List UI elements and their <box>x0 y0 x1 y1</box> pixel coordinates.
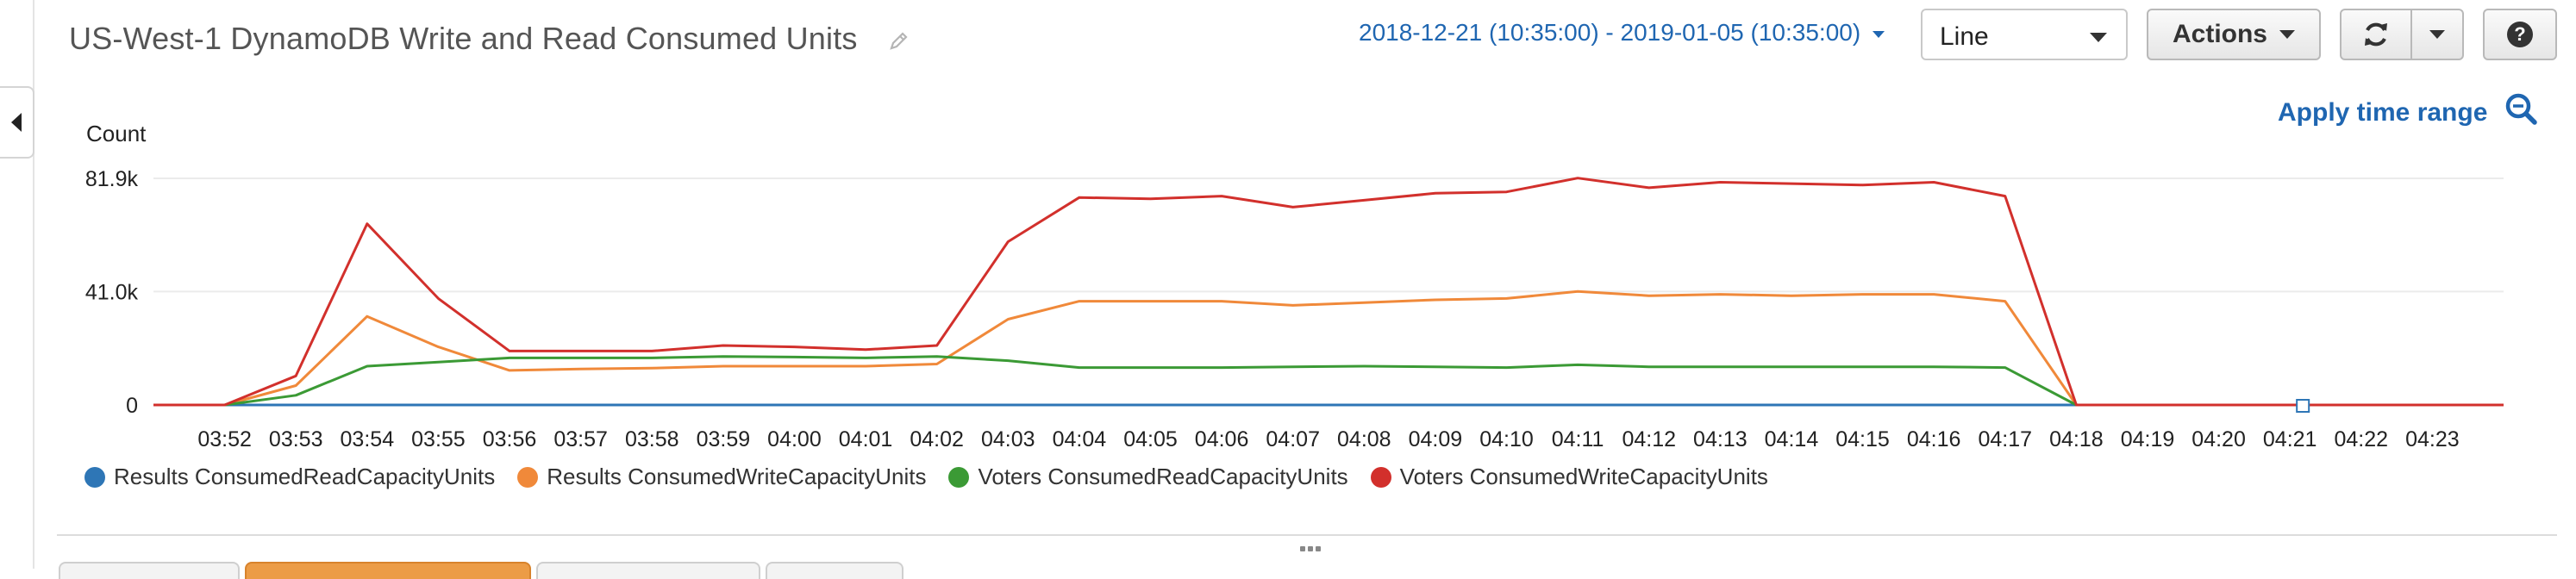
legend-item[interactable]: Voters ConsumedReadCapacityUnits <box>948 464 1348 490</box>
x-tick-label: 03:58 <box>625 427 679 448</box>
legend-label: Results ConsumedWriteCapacityUnits <box>547 464 927 489</box>
actions-button[interactable]: Actions <box>2147 9 2321 60</box>
actions-label: Actions <box>2172 20 2267 48</box>
x-tick-label: 04:19 <box>2121 427 2175 448</box>
legend-item[interactable]: Voters ConsumedWriteCapacityUnits <box>1370 464 1768 490</box>
x-tick-label: 04:01 <box>839 427 893 448</box>
x-tick-label: 04:09 <box>1409 427 1463 448</box>
chart-legend: Results ConsumedReadCapacityUnits Results… <box>84 464 1768 490</box>
x-tick-label: 04:21 <box>2263 427 2317 448</box>
x-tick-label: 04:17 <box>1978 427 2032 448</box>
x-tick-label: 03:54 <box>341 427 395 448</box>
x-tick-label: 03:53 <box>269 427 323 448</box>
line-chart[interactable]: 81.9k 41.0k 0 03:52 03:53 03:54 03:55 03:56 03:5… <box>0 0 2576 448</box>
x-tick-label: 03:56 <box>483 427 537 448</box>
x-tick-label: 04:18 <box>2049 427 2104 448</box>
chevron-down-icon <box>1873 31 1885 38</box>
x-tick-label: 04:11 <box>1552 427 1604 448</box>
x-tick-label: 03:55 <box>411 427 466 448</box>
x-tick-label: 04:16 <box>1907 427 1961 448</box>
refresh-button[interactable] <box>2340 9 2412 60</box>
chevron-down-icon <box>2429 30 2445 39</box>
x-tick-label: 03:52 <box>197 427 252 448</box>
y-tick-label: 41.0k <box>85 280 139 304</box>
x-tick-label: 04:23 <box>2405 427 2460 448</box>
chevron-down-icon <box>2279 30 2295 39</box>
legend-label: Voters ConsumedWriteCapacityUnits <box>1399 464 1768 489</box>
legend-label: Results ConsumedReadCapacityUnits <box>114 464 496 489</box>
x-tick-label: 03:59 <box>697 427 751 448</box>
panel-divider <box>57 534 2557 536</box>
x-tick-label: 04:10 <box>1479 427 1534 448</box>
x-tick-label: 04:05 <box>1123 427 1178 448</box>
x-tick-label: 04:06 <box>1195 427 1249 448</box>
legend-swatch <box>948 466 970 488</box>
tab-stub-2[interactable] <box>245 562 531 579</box>
tab-stub-3[interactable] <box>536 562 760 579</box>
pencil-icon[interactable] <box>886 29 910 53</box>
legend-item[interactable]: Results ConsumedReadCapacityUnits <box>84 464 495 490</box>
x-tick-label: 04:04 <box>1053 427 1107 448</box>
x-tick-label: 04:07 <box>1266 427 1320 448</box>
time-range-picker[interactable]: 2018-12-21 (10:35:00) - 2019-01-05 (10:3… <box>1359 19 1885 47</box>
x-tick-label: 04:00 <box>767 427 822 448</box>
chevron-left-icon <box>11 113 22 132</box>
legend-item[interactable]: Results ConsumedWriteCapacityUnits <box>517 464 926 490</box>
legend-swatch <box>1370 466 1391 488</box>
tab-stub-1[interactable] <box>59 562 240 579</box>
x-tick-label: 04:14 <box>1765 427 1819 448</box>
chevron-down-icon <box>2090 33 2107 42</box>
refresh-interval-dropdown[interactable] <box>2410 9 2464 60</box>
x-tick-label: 04:20 <box>2191 427 2246 448</box>
series-line-3 <box>153 177 2504 407</box>
series-line-2 <box>153 355 2504 407</box>
x-tick-label: 04:15 <box>1835 427 1890 448</box>
legend-swatch <box>84 466 105 488</box>
x-tick-label: 04:03 <box>981 427 1035 448</box>
time-range-label: 2018-12-21 (10:35:00) - 2019-01-05 (10:3… <box>1359 19 1861 46</box>
chart-type-value: Line <box>1940 22 1989 51</box>
x-tick-label: 04:12 <box>1622 427 1676 448</box>
y-tick-label: 81.9k <box>85 167 139 191</box>
x-tick-label: 04:08 <box>1337 427 1391 448</box>
help-button[interactable]: ? <box>2483 9 2557 60</box>
zoom-out-icon[interactable] <box>2504 91 2538 126</box>
resize-handle[interactable] <box>1300 546 1322 553</box>
chart-type-select[interactable]: Line <box>1921 9 2128 60</box>
refresh-icon <box>2365 22 2387 47</box>
tab-stub-4[interactable] <box>766 562 903 579</box>
sidebar-toggle-button[interactable] <box>0 86 34 159</box>
x-tick-label: 04:13 <box>1693 427 1748 448</box>
page-title: US-West-1 DynamoDB Write and Read Consum… <box>69 21 858 56</box>
apply-time-range-link[interactable]: Apply time range <box>2278 98 2488 127</box>
x-tick-label: 03:57 <box>553 427 608 448</box>
legend-label: Voters ConsumedReadCapacityUnits <box>978 464 1348 489</box>
x-tick-label: 04:22 <box>2335 427 2389 448</box>
y-tick-label: 0 <box>126 394 138 418</box>
x-tick-label: 04:02 <box>910 427 964 448</box>
legend-swatch <box>517 466 539 488</box>
y-axis-label: Count <box>86 121 147 146</box>
annotation-marker <box>2296 399 2310 413</box>
help-icon: ? <box>2507 22 2533 47</box>
